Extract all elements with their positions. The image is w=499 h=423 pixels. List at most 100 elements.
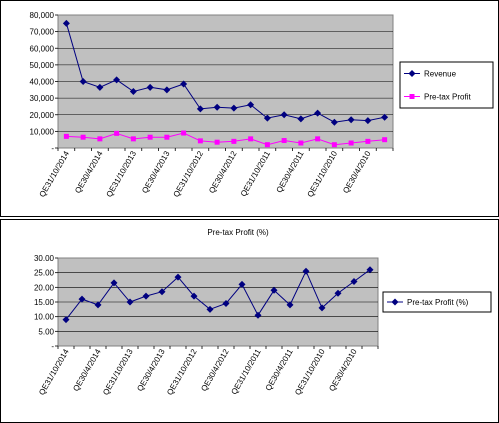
chart2-x-tick-label: QE30/4/2014: [71, 347, 103, 393]
chart1-series-2-point: [164, 134, 170, 140]
chart1-series-2-point: [298, 140, 304, 146]
chart1-series-1-point: [129, 87, 137, 95]
chart2-series-1-point: [62, 316, 70, 324]
chart2-series-1-point: [270, 286, 278, 294]
chart2-x-tick-label: QE30/4/2011: [264, 347, 295, 392]
chart1-series-2-point: [97, 136, 103, 142]
chart1-series-1-point: [381, 113, 389, 121]
chart1-series-2-point: [181, 130, 187, 136]
chart2-series-1-point: [206, 305, 214, 313]
chart1-series-1-point: [79, 78, 87, 85]
chart2-y-tick-label: 30.00: [34, 254, 55, 263]
chart2-series-1-point: [110, 279, 118, 287]
chart1-legend-swatch-marker: [409, 94, 415, 99]
chart2-y-tick-label: 25.00: [34, 269, 55, 278]
chart1-x-tick-label: QE30/4/2010: [341, 149, 373, 195]
chart1-series-1-point: [230, 104, 238, 112]
chart1-series-1-point: [347, 116, 355, 124]
chart2-legend-swatch-marker: [391, 298, 399, 306]
chart2-series-1-point: [174, 273, 182, 281]
chart1-series-2-point: [365, 138, 371, 144]
chart2-y-tick-label: 20.00: [34, 283, 55, 292]
chart2-y-tick-label: 15.00: [34, 298, 55, 307]
chart2-series-line-1: [65, 269, 371, 320]
chart2-series-1-point: [254, 311, 262, 319]
chart1-series-2-point: [147, 134, 153, 140]
chart2-series-1-point: [94, 301, 102, 309]
chart2-x-tick-label: QE31/10/2013: [101, 347, 135, 397]
chart1-series-1-point: [180, 80, 188, 88]
chart1-series-line-1: [65, 23, 385, 123]
chart1-series-1-point: [62, 19, 70, 27]
chart1-series-1-point: [263, 114, 271, 122]
chart1-y-tick-label: 60,000: [30, 44, 55, 53]
chart1-y-tick-label: 70,000: [30, 28, 55, 37]
chart1-y-tick-label: 20,000: [30, 111, 55, 120]
chart1-legend-label: Revenue: [424, 70, 457, 79]
chart2-y-tick-label: 5.00: [38, 327, 54, 336]
chart1-series-1-point: [196, 105, 204, 113]
chart2-legend-label: Pre-tax Profit (%): [407, 298, 469, 307]
chart1-series-2-point: [114, 130, 120, 136]
chart1-series-1-point: [280, 111, 288, 119]
chart2-series-1-point: [78, 295, 86, 303]
chart1-series-1-point: [330, 118, 338, 126]
chart2-x-tick-label: QE31/10/2011: [229, 347, 263, 396]
chart2-x-tick-label: QE31/10/2012: [165, 347, 199, 397]
chart2-series-1-point: [302, 267, 310, 275]
chart1-x-tick-label: QE31/10/2013: [105, 149, 139, 199]
chart1-series-1-point: [146, 83, 154, 91]
chart2-y-tick-label: -: [51, 342, 54, 351]
chart1-series-1-point: [213, 103, 221, 111]
chart1-x-tick-label: QE30/4/2014: [73, 149, 105, 195]
chart1-series-2-point: [382, 137, 388, 143]
chart2-series-1-point: [126, 298, 134, 306]
chart2-series-1-point: [142, 292, 150, 300]
chart1-series-2-point: [248, 136, 254, 142]
chart2-title: Pre-tax Profit (%): [207, 228, 269, 237]
chart2-x-tick-label: QE30/4/2010: [327, 347, 359, 393]
chart2-series-1-point: [318, 304, 326, 312]
chart1-y-tick-label: 50,000: [30, 61, 55, 70]
chart1-series-2-point: [80, 134, 86, 140]
chart1-series-2-point: [214, 139, 220, 145]
chart1-series-2-point: [197, 138, 203, 144]
chart1-series-1-point: [113, 76, 121, 84]
chart2-x-tick-label: QE31/10/2010: [293, 347, 327, 397]
chart2-series-1-point: [366, 266, 374, 274]
chart1-x-tick-label: QE30/4/2012: [207, 149, 239, 195]
chart1-series-line-2: [66, 132, 385, 146]
chart1-series-1-point: [96, 83, 104, 91]
chart2-series-1-point: [350, 277, 358, 285]
chart1-series-1-point: [297, 115, 305, 123]
chart2-series-1-point: [238, 280, 246, 288]
chart1-series-2-point: [348, 140, 354, 146]
chart2-x-tick-label: QE30/4/2013: [135, 347, 167, 393]
chart1-x-tick-label: QE31/10/2010: [306, 149, 340, 199]
chart2-series-1-point: [334, 289, 342, 297]
chart2-series-1-point: [158, 288, 166, 296]
chart1-series-2-point: [315, 136, 321, 142]
chart1-legend: [399, 61, 494, 109]
chart1-series-1-point: [364, 117, 372, 125]
chart1-legend-swatch-marker: [408, 70, 416, 77]
chart1-y-tick-label: 80,000: [30, 11, 55, 20]
chart2-x-tick-label: QE31/10/2014: [37, 347, 71, 397]
chart1-series-2-point: [281, 138, 287, 144]
chart1-y-tick-label: 30,000: [30, 94, 55, 103]
chart2-x-tick-label: QE30/4/2012: [199, 347, 231, 393]
chart1-y-tick-label: 40,000: [30, 78, 55, 87]
chart1-series-2-point: [264, 142, 270, 148]
chart1-y-tick-label: 10,000: [30, 127, 55, 136]
chart2-y-tick-label: 10.00: [34, 313, 55, 322]
chart1-y-tick-label: -: [51, 144, 54, 153]
chart1-series-2-point: [231, 138, 237, 144]
chart1-series-1-point: [314, 109, 322, 117]
chart1-series-2-point: [130, 136, 136, 142]
chart1-series-1-point: [163, 86, 171, 94]
chart2-series-1-point: [190, 292, 198, 300]
chart1-x-tick-label: QE31/10/2014: [38, 149, 72, 199]
chart2-legend: [382, 291, 492, 313]
